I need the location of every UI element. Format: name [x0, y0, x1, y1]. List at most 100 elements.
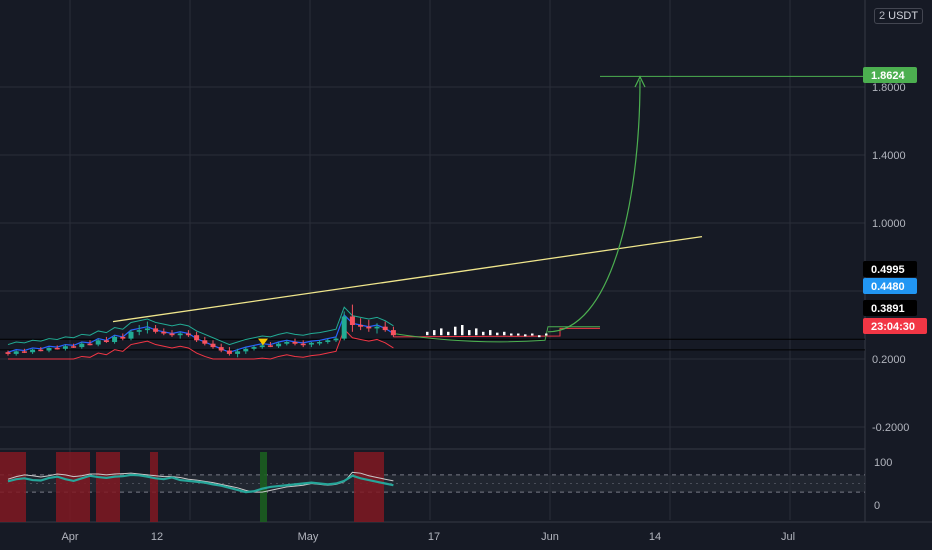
annotations[interactable]	[112, 75, 865, 346]
band-basis	[7, 313, 394, 353]
bollinger-bands	[7, 306, 600, 360]
osc-tick-label: 100	[874, 457, 892, 469]
candle-body	[259, 345, 265, 348]
price-tag	[863, 67, 917, 83]
band-extension-lower	[393, 327, 600, 338]
projection-bar	[475, 328, 478, 336]
price-tag-label: 0.3891	[871, 303, 905, 315]
projection-bars	[426, 325, 548, 338]
time-tick-label: 17	[428, 531, 440, 543]
candle-body	[13, 351, 19, 354]
projection-bar	[517, 333, 520, 336]
candle-body	[71, 346, 77, 348]
candle-body	[374, 326, 380, 329]
price-tag	[863, 278, 917, 294]
candle-body	[62, 346, 68, 349]
price-tag-label: 0.4480	[871, 281, 905, 293]
time-tick-label: May	[298, 531, 319, 543]
candle-body	[120, 336, 126, 339]
projection-bar	[461, 325, 464, 336]
candle-body	[235, 351, 241, 354]
candle-body	[38, 349, 44, 352]
price-unit-label[interactable]: 2 USDT	[874, 8, 924, 24]
candle-body	[317, 342, 323, 344]
price-tick-label: 1.4000	[872, 150, 906, 162]
candle-body	[210, 343, 216, 348]
price-axis: 1.8000 1.4000 1.0000 0.2000 -0.2000 100 0 1.862…	[863, 67, 927, 512]
oversold-zone	[260, 452, 267, 522]
overbought-zone	[0, 452, 26, 522]
candle-body	[79, 343, 85, 348]
projection-bar	[489, 330, 492, 336]
projection-bar	[538, 335, 541, 338]
candle-body	[333, 338, 339, 341]
candle-body	[87, 343, 93, 346]
candle-body	[226, 350, 232, 354]
trendline	[112, 235, 703, 323]
projection-bar	[545, 333, 548, 336]
candles	[5, 304, 396, 358]
projection-bar	[426, 331, 429, 336]
candle-body	[54, 347, 60, 350]
price-tag-label: 23:04:30	[871, 321, 915, 333]
candle-body	[30, 349, 36, 353]
candle-body	[5, 352, 11, 354]
osc-tick-label: 0	[874, 500, 880, 512]
price-tag	[863, 261, 917, 277]
candle-body	[267, 345, 273, 347]
candle-body	[136, 330, 142, 332]
overbought-zone	[96, 452, 120, 522]
time-axis: Apr 12 May 17 Jun 14 Jul	[61, 531, 795, 543]
time-tick-label: Apr	[61, 531, 78, 543]
band-lower	[8, 328, 394, 360]
candle-body	[202, 340, 208, 344]
price-tag	[863, 300, 917, 316]
time-tick-label: 12	[151, 531, 163, 543]
candle-body	[349, 316, 355, 325]
price-tick-label: 1.0000	[872, 218, 906, 230]
candle-body	[251, 347, 257, 349]
time-tick-label: 14	[649, 531, 661, 543]
price-tick-label: 0.2000	[872, 354, 906, 366]
price-tick-label: 1.8000	[872, 82, 906, 94]
candle-body	[185, 333, 191, 336]
price-tag	[863, 318, 927, 334]
candle-body	[308, 342, 314, 345]
projection-bar	[447, 331, 450, 336]
candle-body	[284, 342, 290, 344]
candle-body	[153, 328, 159, 332]
candle-body	[169, 333, 175, 336]
candle-body	[390, 330, 396, 336]
top-tick-label: 2	[879, 10, 886, 22]
projection-bar	[468, 330, 471, 336]
projection-arrow	[547, 80, 641, 333]
projection-bar	[510, 333, 513, 336]
currency-label: USDT	[888, 10, 919, 22]
candle-body	[382, 326, 388, 331]
candle-body	[300, 343, 306, 346]
time-tick-label: Jun	[541, 531, 559, 543]
candle-body	[366, 326, 372, 329]
candle-body	[292, 342, 298, 344]
candle-body	[243, 348, 249, 352]
projection-bar	[524, 334, 527, 337]
osc-main-line	[7, 473, 394, 494]
oscillator-pane	[0, 452, 865, 522]
projection-bar	[440, 328, 443, 336]
candle-body	[161, 331, 167, 334]
price-grid	[0, 0, 932, 523]
band-extension-upper	[393, 326, 600, 343]
projection-bar	[433, 330, 436, 336]
projection-bar	[496, 332, 499, 336]
candle-body	[218, 347, 224, 351]
candle-body	[358, 325, 364, 327]
band-upper	[7, 306, 394, 346]
overbought-zone	[150, 452, 158, 522]
candle-body	[128, 331, 134, 339]
price-tag-label: 1.8624	[871, 70, 906, 82]
candle-body	[112, 336, 118, 342]
projection-bar	[503, 331, 506, 336]
candle-body	[194, 335, 200, 341]
time-tick-label: Jul	[781, 531, 795, 543]
